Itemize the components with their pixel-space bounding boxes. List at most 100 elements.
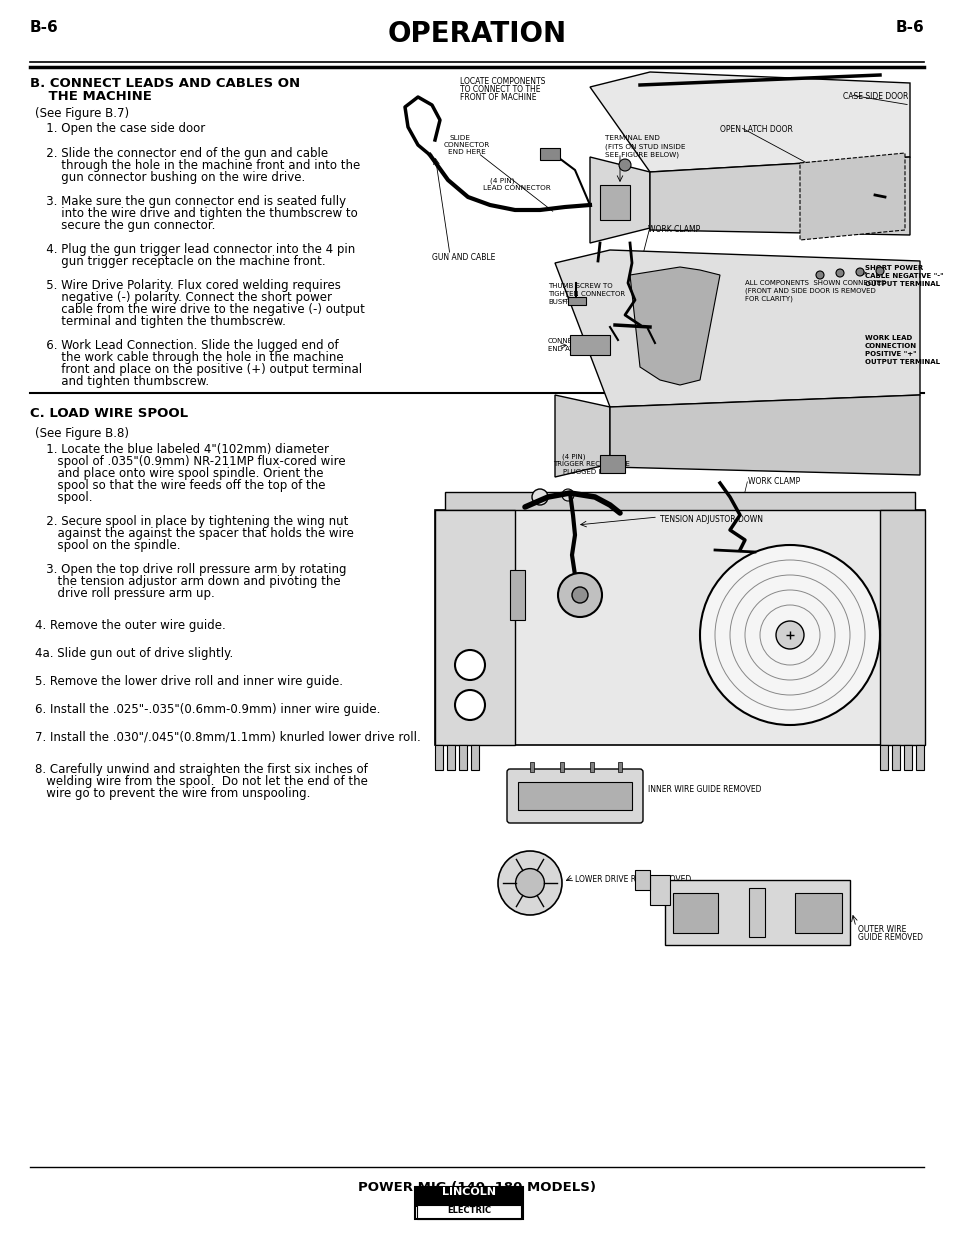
Text: LOWER DRIVE ROLL REMOVED: LOWER DRIVE ROLL REMOVED (575, 876, 691, 884)
Text: OUTPUT TERMINAL: OUTPUT TERMINAL (864, 359, 939, 366)
Text: welding wire from the spool.  Do not let the end of the: welding wire from the spool. Do not let … (35, 776, 368, 788)
Bar (915, 745, 923, 769)
Polygon shape (589, 157, 649, 243)
Text: TO CONNECT TO THE: TO CONNECT TO THE (459, 85, 540, 94)
Text: 8. Carefully unwind and straighten the first six inches of: 8. Carefully unwind and straighten the f… (35, 763, 367, 776)
Circle shape (835, 269, 843, 277)
Text: WIRE SPOOL: WIRE SPOOL (820, 605, 866, 614)
Bar (618, 762, 621, 772)
Text: 5. Wire Drive Polarity. Flux cored welding requires: 5. Wire Drive Polarity. Flux cored weldi… (35, 279, 340, 291)
Bar (672, 893, 718, 932)
Text: CASE SIDE DOOR: CASE SIDE DOOR (842, 91, 907, 101)
Text: NR-211-MP: NR-211-MP (774, 663, 821, 672)
Bar (435, 510, 515, 745)
Circle shape (515, 868, 544, 898)
Text: TENSION ADJUSTOR DOWN: TENSION ADJUSTOR DOWN (659, 515, 762, 524)
Text: CABLE NEGATIVE "-": CABLE NEGATIVE "-" (864, 273, 943, 279)
Text: POWER MIG (140, 180 MODELS): POWER MIG (140, 180 MODELS) (357, 1181, 596, 1194)
Bar (635, 869, 649, 890)
Bar (415, 1187, 522, 1219)
Text: LOCATE COMPONENTS: LOCATE COMPONENTS (459, 77, 545, 86)
Polygon shape (555, 249, 919, 408)
Text: ●: ● (465, 697, 474, 706)
Text: 4a. Slide gun out of drive slightly.: 4a. Slide gun out of drive slightly. (35, 647, 233, 659)
Text: THE MACHINE: THE MACHINE (30, 90, 152, 103)
Text: 6. Install the .025"-.035"(0.6mm-0.9mm) inner wire guide.: 6. Install the .025"-.035"(0.6mm-0.9mm) … (35, 703, 380, 716)
Bar (415, 1187, 522, 1207)
Bar (879, 510, 924, 745)
Text: gun trigger receptacle on the machine front.: gun trigger receptacle on the machine fr… (35, 254, 325, 268)
Text: LEAD CONNECTOR: LEAD CONNECTOR (482, 185, 550, 191)
Text: 1. Locate the blue labeled 4"(102mm) diameter: 1. Locate the blue labeled 4"(102mm) dia… (35, 443, 329, 456)
Polygon shape (649, 157, 909, 235)
Text: FOR CLARITY): FOR CLARITY) (744, 296, 792, 303)
Bar (891, 745, 899, 769)
Bar (879, 745, 887, 769)
Text: WORK CLAMP: WORK CLAMP (647, 225, 700, 233)
Text: 4. Plug the gun trigger lead connector into the 4 pin: 4. Plug the gun trigger lead connector i… (35, 243, 355, 256)
Text: FIGURE  B.7: FIGURE B.7 (689, 77, 778, 90)
Text: spool on the spindle.: spool on the spindle. (35, 538, 180, 552)
Text: BUSHING: BUSHING (547, 299, 579, 305)
Text: 3. Open the top drive roll pressure arm by rotating: 3. Open the top drive roll pressure arm … (35, 563, 346, 576)
Bar (530, 762, 534, 772)
Text: and tighten thumbscrew.: and tighten thumbscrew. (35, 375, 209, 388)
Text: .035" (0.9mm): .035" (0.9mm) (820, 613, 875, 622)
Text: into the wire drive and tighten the thumbscrew to: into the wire drive and tighten the thum… (35, 207, 357, 220)
Text: 5. Remove the lower drive roll and inner wire guide.: 5. Remove the lower drive roll and inner… (35, 676, 343, 688)
Text: 4. Remove the outer wire guide.: 4. Remove the outer wire guide. (35, 619, 226, 632)
Bar (539, 148, 559, 161)
Bar (447, 745, 455, 769)
Text: spool of .035"(0.9mm) NR-211MP flux-cored wire: spool of .035"(0.9mm) NR-211MP flux-core… (35, 454, 345, 468)
Bar (599, 185, 629, 220)
Bar (435, 745, 442, 769)
Bar (510, 571, 524, 620)
Text: wire go to prevent the wire from unspooling.: wire go to prevent the wire from unspool… (35, 787, 310, 800)
Text: B. CONNECT LEADS AND CABLES ON: B. CONNECT LEADS AND CABLES ON (30, 77, 300, 90)
Text: (See Figure B.8): (See Figure B.8) (35, 427, 129, 440)
Bar (458, 745, 467, 769)
Text: OPEN LATCH DOOR: OPEN LATCH DOOR (720, 125, 792, 135)
Text: (4 PIN): (4 PIN) (561, 453, 585, 459)
Text: SHORT POWER: SHORT POWER (864, 266, 923, 270)
Bar (794, 893, 841, 932)
Bar (569, 335, 609, 354)
Text: B-6: B-6 (894, 20, 923, 35)
Text: spool so that the wire feeds off the top of the: spool so that the wire feeds off the top… (35, 479, 325, 492)
Text: +: + (464, 657, 475, 671)
Text: (FRONT AND SIDE DOOR IS REMOVED: (FRONT AND SIDE DOOR IS REMOVED (744, 288, 875, 294)
Bar (903, 745, 911, 769)
Text: FIGURE  B.8: FIGURE B.8 (545, 555, 634, 568)
Text: cable from the wire drive to the negative (-) output: cable from the wire drive to the negativ… (35, 303, 364, 316)
Text: SLIDE: SLIDE (450, 135, 471, 141)
Polygon shape (609, 395, 919, 475)
Bar (416, 1205, 520, 1219)
Polygon shape (555, 395, 609, 477)
Text: POSITIVE "+": POSITIVE "+" (864, 351, 916, 357)
Circle shape (455, 650, 484, 680)
FancyBboxPatch shape (506, 769, 642, 823)
Text: TRIGGER RECEPTACLE: TRIGGER RECEPTACLE (553, 461, 629, 467)
Text: and place onto wire spool spindle. Orient the: and place onto wire spool spindle. Orien… (35, 467, 323, 480)
Circle shape (815, 270, 823, 279)
Circle shape (532, 489, 547, 505)
Text: 1. Open the case side door: 1. Open the case side door (35, 122, 205, 135)
Text: THUMB SCREW TO: THUMB SCREW TO (547, 283, 612, 289)
Text: PLUGGED IN: PLUGGED IN (562, 469, 605, 475)
Text: 2. Secure spool in place by tightening the wing nut: 2. Secure spool in place by tightening t… (35, 515, 348, 529)
Text: negative (-) polarity. Connect the short power: negative (-) polarity. Connect the short… (35, 291, 332, 304)
Text: GUN AND CABLE: GUN AND CABLE (432, 253, 495, 262)
Polygon shape (800, 153, 904, 240)
Text: OUTPUT TERMINAL: OUTPUT TERMINAL (864, 282, 939, 287)
Bar (559, 762, 563, 772)
Text: SEE FIGURE BELOW): SEE FIGURE BELOW) (604, 151, 679, 158)
Text: OPERATION: OPERATION (387, 20, 566, 48)
Circle shape (455, 690, 484, 720)
Text: ALL COMPONENTS  SHOWN CONNECTED: ALL COMPONENTS SHOWN CONNECTED (744, 280, 885, 287)
Bar (649, 876, 669, 905)
Text: INNER WIRE GUIDE REMOVED: INNER WIRE GUIDE REMOVED (647, 785, 760, 794)
Text: TOP DRIVE ROLL PRESSURE ARM: TOP DRIVE ROLL PRESSURE ARM (636, 495, 760, 504)
Text: against the against the spacer that holds the wire: against the against the spacer that hold… (35, 527, 354, 540)
Text: CONNECTION: CONNECTION (864, 343, 916, 350)
Circle shape (561, 489, 574, 501)
